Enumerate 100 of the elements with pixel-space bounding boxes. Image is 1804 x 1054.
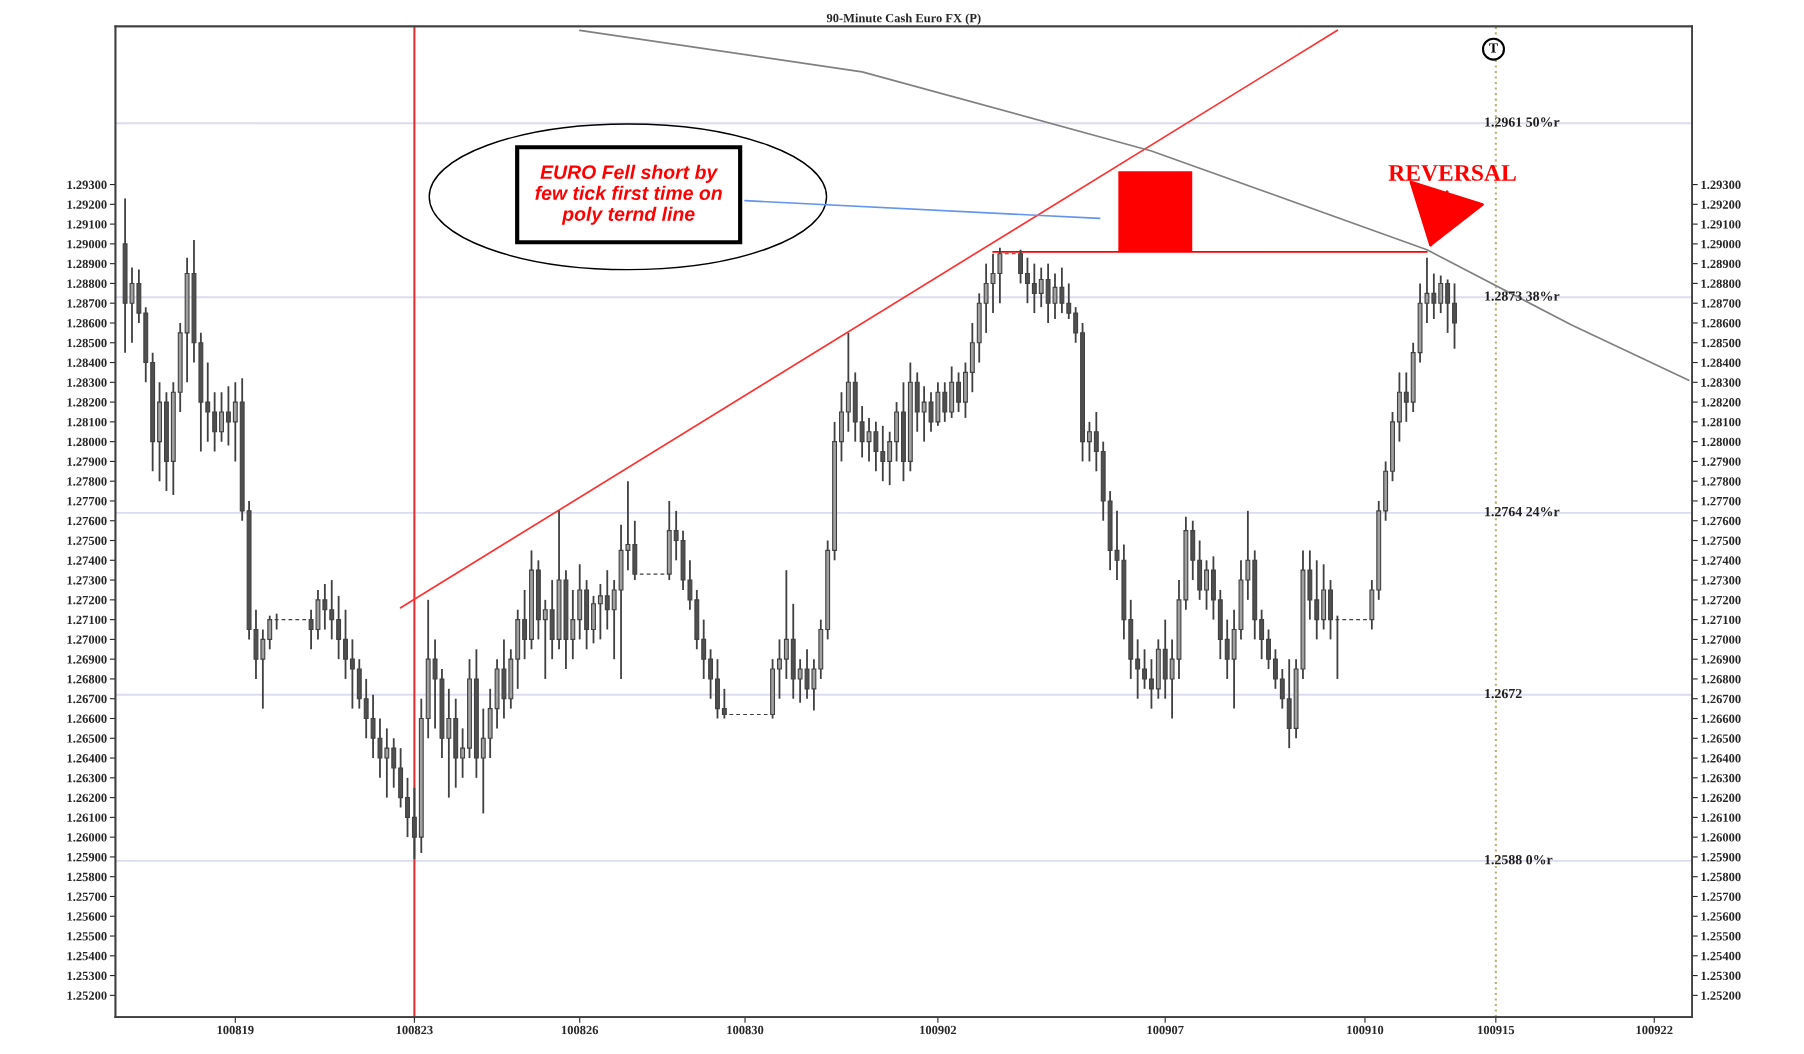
y2-tick-label: 1.27500 (1701, 536, 1741, 546)
y-tick-label: 1.26400 (67, 754, 107, 763)
x-tick-label: 100915 (1478, 1025, 1515, 1035)
y-tick-label: 1.26600 (67, 714, 107, 724)
y-tick-label: 1.25900 (67, 852, 107, 862)
y2-tick-label: 1.26100 (1701, 813, 1741, 822)
y2-tick-label: 1.29100 (1701, 220, 1741, 229)
y2-tick-label: 1.25400 (1701, 951, 1741, 961)
y-tick-label: 1.27500 (67, 536, 107, 546)
y2-tick-label: 1.29200 (1701, 200, 1741, 209)
ref-line-label: 1.2672 (1485, 688, 1522, 699)
y2-tick-label: 1.27300 (1701, 576, 1741, 585)
y-tick-label: 1.28100 (67, 417, 107, 427)
y2-tick-label: 1.26600 (1701, 714, 1741, 724)
annotation: REVERSAL (1388, 165, 1516, 181)
y2-tick-label: 1.25700 (1701, 892, 1741, 901)
y-tick-label: 1.29100 (67, 220, 107, 229)
y2-tick-label: 1.28400 (1701, 358, 1741, 368)
y2-tick-label: 1.25300 (1701, 971, 1741, 981)
y-tick-label: 1.27700 (67, 496, 107, 506)
y-tick-label: 1.25300 (67, 971, 107, 981)
y-tick-label: 1.29200 (67, 200, 107, 209)
y2-tick-label: 1.25200 (1701, 991, 1741, 1000)
y2-tick-label: 1.26700 (1701, 694, 1741, 704)
x-tick-label: 100922 (1636, 1025, 1673, 1035)
y2-tick-label: 1.26400 (1701, 754, 1741, 763)
y2-tick-label: 1.26000 (1701, 833, 1741, 842)
y2-tick-label: 1.25600 (1701, 912, 1741, 921)
y2-tick-label: 1.26300 (1701, 773, 1741, 783)
y-tick-label: 1.27300 (67, 576, 107, 585)
y2-tick-label: 1.27400 (1701, 556, 1741, 565)
y2-tick-label: 1.27000 (1701, 635, 1741, 644)
y-tick-label: 1.28600 (67, 319, 107, 328)
y2-tick-label: 1.26500 (1701, 734, 1741, 743)
y2-tick-label: 1.26200 (1701, 793, 1741, 803)
y-tick-label: 1.26900 (67, 655, 107, 664)
x-tick-label: 100819 (217, 1025, 254, 1035)
y2-tick-label: 1.26800 (1701, 674, 1741, 684)
y2-tick-label: 1.25800 (1701, 872, 1741, 882)
y2-tick-label: 1.29000 (1701, 239, 1741, 249)
y-tick-label: 1.25600 (67, 912, 107, 921)
ref-line-label: 1.2961 50%r (1485, 117, 1560, 127)
y2-tick-label: 1.27700 (1701, 496, 1741, 506)
y2-tick-label: 1.28700 (1701, 299, 1741, 308)
x-tick-label: 100830 (727, 1025, 764, 1035)
x-tick-label: 100907 (1147, 1025, 1184, 1035)
y2-tick-label: 1.28200 (1701, 398, 1741, 407)
chart-title: 90-Minute Cash Euro FX (P) (826, 13, 981, 25)
y2-tick-label: 1.25500 (1701, 932, 1741, 941)
ref-line-label: 1.2873 38%r (1485, 291, 1560, 301)
y-tick-label: 1.28000 (67, 437, 107, 447)
y2-tick-label: 1.28800 (1701, 279, 1741, 288)
y2-tick-label: 1.27900 (1701, 457, 1741, 466)
ref-line-label: 1.2588 0%r (1485, 854, 1553, 865)
y-tick-label: 1.26500 (67, 734, 107, 743)
y2-tick-label: 1.28500 (1701, 338, 1741, 348)
y-tick-label: 1.25500 (67, 932, 107, 941)
y-tick-label: 1.26300 (67, 773, 107, 783)
y2-tick-label: 1.25900 (1701, 852, 1741, 862)
y-tick-label: 1.26000 (67, 833, 107, 842)
x-tick-label: 100826 (561, 1025, 599, 1035)
y-tick-label: 1.25200 (67, 991, 107, 1000)
x-tick-label: 100902 (920, 1025, 957, 1035)
ref-line-label: 1.2764 24%r (1485, 506, 1560, 517)
annotation: T (1489, 43, 1498, 53)
y-tick-label: 1.25700 (67, 892, 107, 901)
x-tick-label: 100823 (396, 1025, 433, 1035)
y2-tick-label: 1.27100 (1701, 615, 1741, 625)
y2-tick-label: 1.26900 (1701, 655, 1741, 664)
y2-tick-label: 1.28300 (1701, 378, 1741, 387)
y-tick-label: 1.28200 (67, 398, 107, 407)
y-tick-label: 1.28700 (67, 299, 107, 308)
y2-tick-label: 1.27600 (1701, 516, 1741, 526)
y-tick-label: 1.28400 (67, 358, 107, 368)
y2-tick-label: 1.28600 (1701, 319, 1741, 328)
y-tick-label: 1.29300 (67, 180, 107, 190)
y-tick-label: 1.25400 (67, 951, 107, 961)
y-tick-label: 1.27600 (67, 516, 107, 526)
y-tick-label: 1.25800 (67, 872, 107, 882)
y2-tick-label: 1.28000 (1701, 437, 1741, 447)
y-tick-label: 1.28500 (67, 338, 107, 348)
x-tick-label: 100910 (1347, 1025, 1384, 1035)
y-tick-label: 1.26100 (67, 813, 107, 822)
y2-tick-label: 1.27800 (1701, 477, 1741, 486)
y-tick-label: 1.27900 (67, 457, 107, 466)
y-tick-label: 1.27000 (67, 635, 107, 644)
y2-tick-label: 1.28900 (1701, 259, 1741, 269)
y-tick-label: 1.28800 (67, 279, 107, 288)
y-tick-label: 1.27400 (67, 556, 107, 565)
y2-tick-label: 1.27200 (1701, 595, 1741, 605)
y-tick-label: 1.27100 (67, 615, 107, 625)
y-tick-label: 1.29000 (67, 239, 107, 249)
annotation: EURO Fell short by few tick first time on poly ternd line (535, 164, 722, 225)
y-tick-label: 1.28300 (67, 378, 107, 387)
y2-tick-label: 1.29300 (1701, 180, 1741, 190)
y-tick-label: 1.27200 (67, 595, 107, 605)
y-tick-label: 1.26200 (67, 793, 107, 803)
y-tick-label: 1.28900 (67, 259, 107, 269)
y-tick-label: 1.26800 (67, 674, 107, 684)
y-tick-label: 1.26700 (67, 694, 107, 704)
